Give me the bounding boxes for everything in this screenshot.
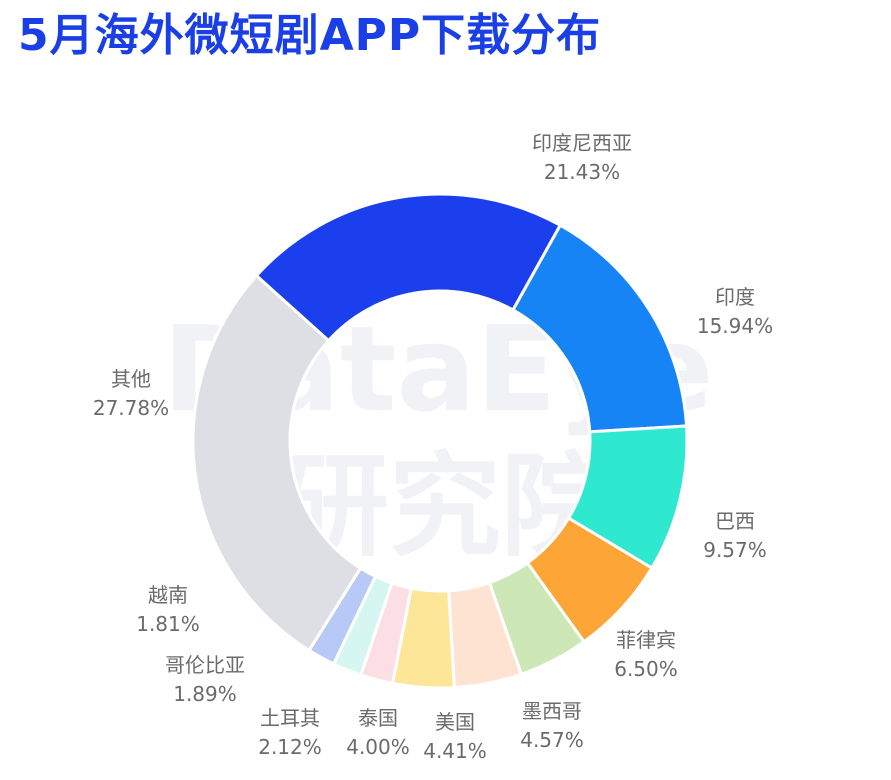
slice-label-percent: 15.94%: [697, 314, 773, 338]
slice-label-name: 墨西哥: [522, 699, 582, 723]
slice-0: [254, 192, 563, 343]
slice-label-percent: 6.50%: [614, 657, 678, 681]
slice-label-percent: 1.81%: [136, 612, 200, 636]
slice-label-percent: 9.57%: [703, 538, 767, 562]
slice-label-percent: 1.89%: [173, 682, 237, 706]
slice-label-percent: 4.41%: [423, 739, 487, 763]
slice-label-name: 印度尼西亚: [532, 131, 632, 155]
slice-label-name: 印度: [715, 285, 755, 309]
donut-slices: [191, 192, 689, 690]
slice-label-name: 土耳其: [260, 706, 320, 730]
slice-label-percent: 21.43%: [544, 160, 620, 184]
slice-label-name: 菲律宾: [616, 628, 676, 652]
slice-label-name: 越南: [148, 583, 188, 607]
slice-label-name: 其他: [111, 367, 151, 391]
slice-label-percent: 4.00%: [346, 735, 410, 759]
slice-label-name: 泰国: [358, 706, 398, 730]
slice-label-percent: 27.78%: [93, 396, 169, 420]
slice-label-percent: 4.57%: [520, 728, 584, 752]
slice-label-percent: 2.12%: [258, 735, 322, 759]
slice-label-name: 哥伦比亚: [165, 653, 245, 677]
slice-label-name: 巴西: [715, 509, 755, 533]
chart-title: 5月海外微短剧APP下载分布: [18, 10, 602, 61]
donut-labels: 印度尼西亚 21.43% 印度 15.94% 巴西 9.57% 菲律宾 6.50% 墨西哥 4.5…: [93, 131, 773, 763]
slice-10: [191, 273, 363, 653]
slice-label-name: 美国: [435, 710, 475, 734]
